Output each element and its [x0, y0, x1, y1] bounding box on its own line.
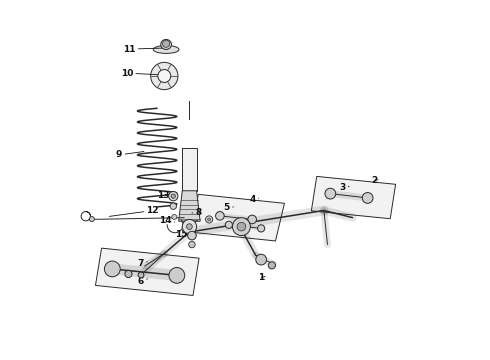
Circle shape [171, 194, 175, 198]
Circle shape [89, 217, 95, 222]
Circle shape [189, 241, 195, 248]
Text: 13: 13 [157, 191, 172, 200]
Circle shape [205, 216, 213, 223]
Text: 4: 4 [249, 195, 259, 204]
Circle shape [225, 221, 232, 228]
Text: 14: 14 [159, 216, 175, 225]
Polygon shape [182, 148, 196, 191]
Circle shape [188, 231, 196, 240]
Polygon shape [190, 194, 285, 241]
Circle shape [163, 40, 170, 47]
Text: 1: 1 [258, 273, 265, 282]
Text: 3: 3 [339, 183, 349, 192]
Text: 2: 2 [371, 176, 378, 185]
Text: 12: 12 [109, 206, 159, 216]
Circle shape [248, 215, 256, 224]
Circle shape [187, 224, 192, 229]
Circle shape [325, 188, 336, 199]
Circle shape [170, 203, 176, 210]
Text: 5: 5 [224, 203, 234, 212]
Text: 6: 6 [138, 276, 147, 285]
Circle shape [104, 261, 120, 277]
Ellipse shape [161, 40, 171, 49]
Text: 11: 11 [123, 45, 163, 54]
Text: 7: 7 [138, 259, 147, 268]
Text: 15: 15 [175, 230, 192, 239]
Polygon shape [96, 248, 199, 296]
Circle shape [172, 215, 177, 220]
Circle shape [237, 222, 245, 231]
Circle shape [151, 62, 178, 90]
Text: 10: 10 [121, 69, 161, 78]
Circle shape [208, 218, 211, 221]
Ellipse shape [153, 45, 179, 53]
Circle shape [362, 193, 373, 203]
Text: 9: 9 [116, 150, 144, 159]
Circle shape [158, 69, 171, 82]
Circle shape [169, 192, 178, 201]
Polygon shape [311, 176, 395, 219]
Text: 8: 8 [192, 208, 202, 217]
Circle shape [258, 225, 265, 232]
Circle shape [216, 212, 224, 220]
Circle shape [169, 267, 185, 283]
Circle shape [256, 254, 267, 265]
Circle shape [269, 262, 275, 269]
Circle shape [182, 220, 196, 234]
Circle shape [138, 272, 144, 278]
Polygon shape [179, 191, 200, 221]
Circle shape [232, 218, 250, 235]
Circle shape [125, 270, 132, 278]
